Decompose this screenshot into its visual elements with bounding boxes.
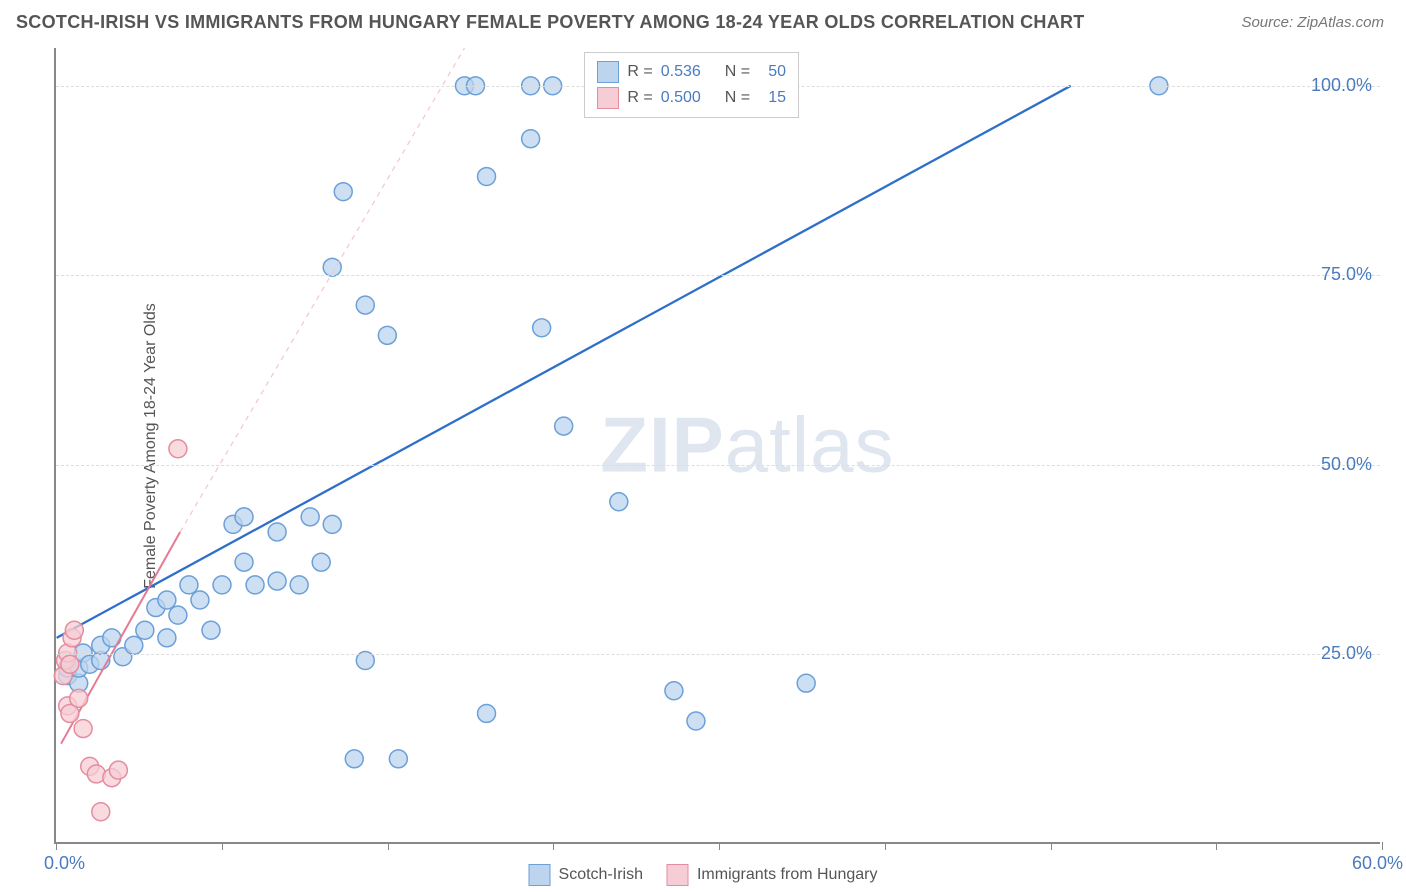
legend-label: Scotch-Irish	[559, 866, 643, 884]
data-point	[345, 750, 363, 768]
data-point	[92, 803, 110, 821]
data-point	[356, 296, 374, 314]
chart-title: SCOTCH-IRISH VS IMMIGRANTS FROM HUNGARY …	[16, 12, 1085, 33]
data-point	[70, 689, 88, 707]
data-point	[202, 621, 220, 639]
data-point	[109, 761, 127, 779]
data-point	[533, 319, 551, 337]
data-point	[136, 621, 154, 639]
data-point	[797, 674, 815, 692]
data-point	[610, 493, 628, 511]
legend-item: Immigrants from Hungary	[667, 864, 878, 886]
x-tick-label: 0.0%	[44, 853, 85, 874]
data-point	[158, 629, 176, 647]
data-point	[301, 508, 319, 526]
legend-swatch	[597, 61, 619, 83]
x-tick-label: 60.0%	[1352, 853, 1403, 874]
legend-r-value: 0.536	[661, 63, 717, 81]
data-point	[687, 712, 705, 730]
legend-swatch	[667, 864, 689, 886]
data-point	[555, 417, 573, 435]
y-tick-label: 50.0%	[1321, 454, 1372, 475]
data-point	[158, 591, 176, 609]
data-point	[180, 576, 198, 594]
y-tick-label: 100.0%	[1311, 75, 1372, 96]
data-point	[169, 440, 187, 458]
data-point	[235, 508, 253, 526]
data-point	[334, 183, 352, 201]
legend-n-prefix: N =	[725, 89, 750, 107]
data-point	[235, 553, 253, 571]
x-tick	[885, 842, 886, 850]
legend-n-value: 15	[758, 89, 786, 107]
data-point	[478, 704, 496, 722]
scatter-svg	[56, 48, 1380, 842]
data-point	[290, 576, 308, 594]
data-point	[268, 572, 286, 590]
legend-label: Immigrants from Hungary	[697, 866, 878, 884]
x-tick	[553, 842, 554, 850]
x-tick	[1216, 842, 1217, 850]
x-tick	[1051, 842, 1052, 850]
data-point	[61, 655, 79, 673]
data-point	[169, 606, 187, 624]
regression-line-dashed	[180, 48, 464, 532]
legend-n-value: 50	[758, 63, 786, 81]
regression-line	[57, 86, 1071, 638]
source-attribution: Source: ZipAtlas.com	[1241, 14, 1384, 31]
correlation-legend: R = 0.536 N = 50 R = 0.500 N = 15	[584, 52, 799, 118]
data-point	[378, 326, 396, 344]
x-tick	[1382, 842, 1383, 850]
legend-r-prefix: R =	[627, 63, 652, 81]
legend-r-prefix: R =	[627, 89, 652, 107]
data-point	[268, 523, 286, 541]
gridline	[56, 275, 1380, 276]
data-point	[389, 750, 407, 768]
y-tick-label: 25.0%	[1321, 643, 1372, 664]
plot-area: ZIPatlas	[54, 48, 1380, 844]
x-tick	[222, 842, 223, 850]
data-point	[665, 682, 683, 700]
legend-swatch	[529, 864, 551, 886]
data-point	[125, 636, 143, 654]
legend-item: Scotch-Irish	[529, 864, 643, 886]
x-tick	[56, 842, 57, 850]
x-tick	[719, 842, 720, 850]
legend-swatch	[597, 87, 619, 109]
legend-row: R = 0.500 N = 15	[597, 85, 786, 111]
gridline	[56, 465, 1380, 466]
series-legend: Scotch-Irish Immigrants from Hungary	[529, 864, 878, 886]
data-point	[191, 591, 209, 609]
data-point	[65, 621, 83, 639]
data-point	[74, 720, 92, 738]
data-point	[213, 576, 231, 594]
data-point	[478, 168, 496, 186]
chart-container: SCOTCH-IRISH VS IMMIGRANTS FROM HUNGARY …	[0, 0, 1406, 892]
data-point	[522, 130, 540, 148]
legend-row: R = 0.536 N = 50	[597, 59, 786, 85]
data-point	[312, 553, 330, 571]
data-point	[246, 576, 264, 594]
legend-n-prefix: N =	[725, 63, 750, 81]
gridline	[56, 654, 1380, 655]
data-point	[323, 515, 341, 533]
y-tick-label: 75.0%	[1321, 264, 1372, 285]
x-tick	[388, 842, 389, 850]
legend-r-value: 0.500	[661, 89, 717, 107]
